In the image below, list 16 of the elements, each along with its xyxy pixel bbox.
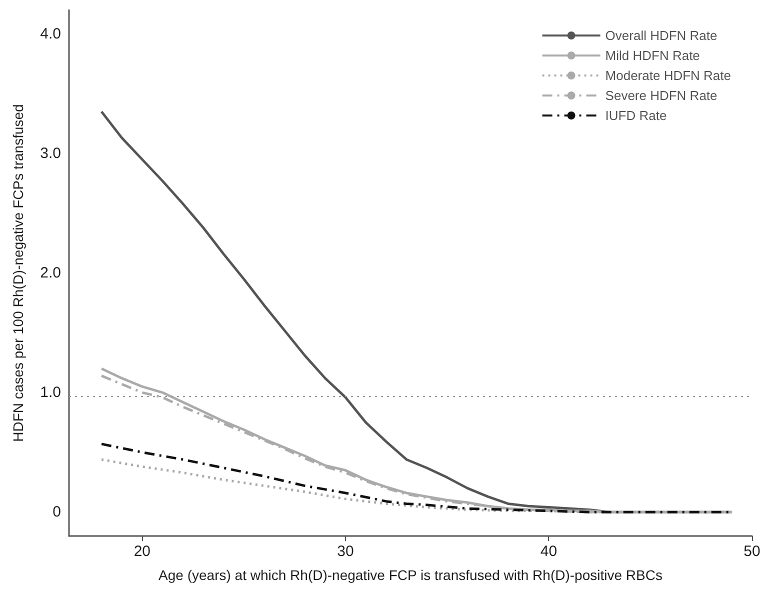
x-tick-label: 30 [337,543,354,560]
y-tick-label: 0 [52,504,61,521]
legend-label: IUFD Rate [605,108,667,123]
x-tick-label: 50 [744,543,760,560]
y-tick-label: 1.0 [40,384,61,402]
legend-label: Severe HDFN Rate [605,88,718,103]
legend-label: Overall HDFN Rate [605,28,718,43]
y-tick-label: 4.0 [40,25,61,42]
y-tick-label: 2.0 [40,264,61,282]
y-tick-label: 3.0 [40,144,61,162]
legend-label: Mild HDFN Rate [605,48,700,63]
legend-label: Moderate HDFN Rate [605,68,732,83]
x-tick-label: 40 [540,543,558,560]
y-axis-title: HDFN cases per 100 Rh(D)-negative FCPs transfused [10,104,26,442]
x-axis-title: Age (years) at which Rh(D)-negative FCP is transfused with Rh(D)-positive RBCs [158,567,662,583]
x-tick-label: 20 [134,543,151,560]
